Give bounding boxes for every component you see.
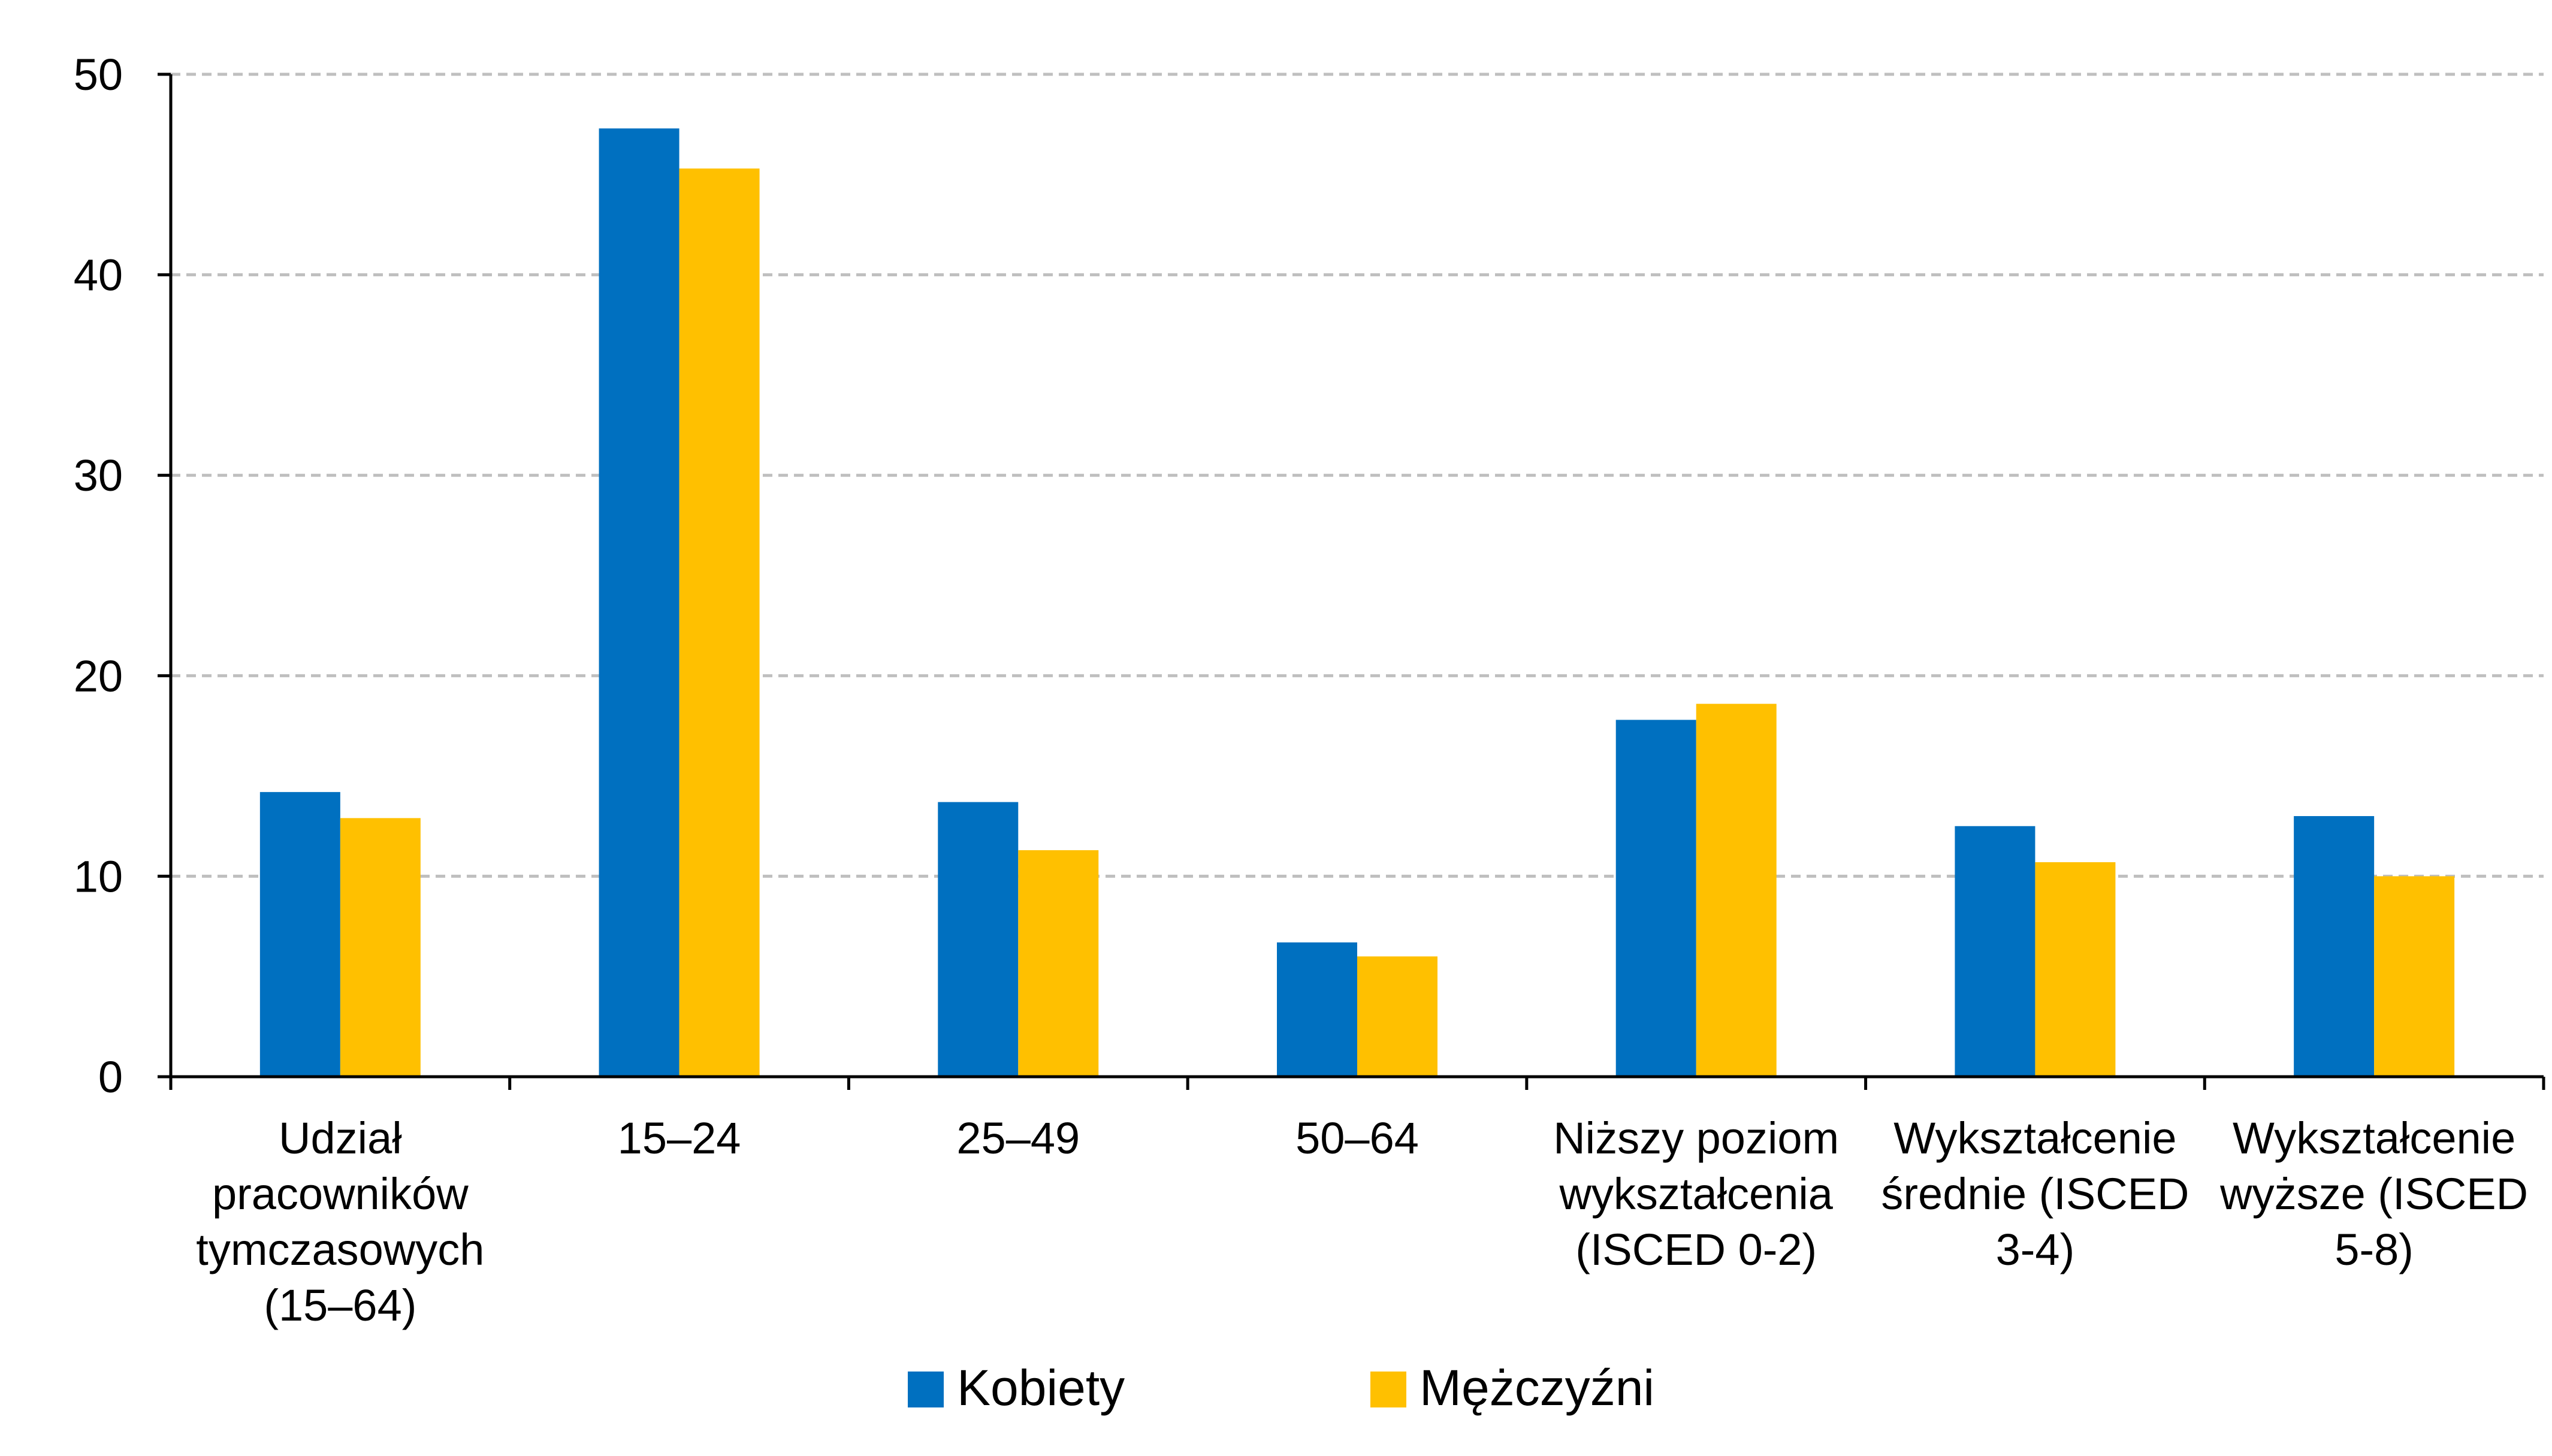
- x-category-label: Wykształcenie wyższe (ISCED 5-8): [2219, 1113, 2528, 1274]
- y-tick-label: 0: [98, 1052, 123, 1102]
- legend: Kobiety Mężczyźni: [908, 1360, 1654, 1416]
- bar-kobiety: [1615, 720, 1696, 1077]
- bars: [259, 128, 2455, 1077]
- legend-label: Mężczyźni: [1420, 1360, 1654, 1416]
- x-category-label: Niższy poziom wykształcenia (ISCED 0-2): [1553, 1113, 1839, 1274]
- bar-kobiety: [599, 128, 679, 1077]
- bar-mezczyzni: [1357, 956, 1437, 1077]
- y-tick-label: 40: [74, 250, 123, 300]
- legend-label: Kobiety: [957, 1360, 1125, 1416]
- x-category-label: Wykształcenie średnie (ISCED 3-4): [1881, 1113, 2189, 1274]
- legend-swatch: [1370, 1372, 1406, 1407]
- y-tick-label: 50: [74, 50, 123, 99]
- bar-kobiety: [2294, 816, 2375, 1077]
- bar-kobiety: [1955, 826, 2035, 1077]
- legend-swatch: [908, 1372, 944, 1407]
- bar-mezczyzni: [679, 168, 760, 1077]
- x-category-label: 50–64: [1295, 1113, 1419, 1163]
- y-tick-label: 30: [74, 451, 123, 500]
- x-category-label: 25–49: [956, 1113, 1080, 1163]
- bar-mezczyzni: [2035, 862, 2116, 1077]
- y-tick-label: 10: [74, 851, 123, 901]
- bar-kobiety: [1277, 942, 1357, 1077]
- gridlines: [171, 73, 2544, 878]
- axes: [158, 73, 2545, 1090]
- bar-mezczyzni: [1696, 703, 1777, 1077]
- bar-mezczyzni: [2374, 876, 2455, 1077]
- axis-labels: 0 10 20 30 40 50 Udział pracowników tymczasowych…: [74, 50, 2528, 1330]
- x-category-label: 15–24: [618, 1113, 741, 1163]
- bar-kobiety: [938, 802, 1019, 1077]
- x-category-label: Udział pracowników tymczasowych (15–64): [196, 1113, 484, 1330]
- bar-kobiety: [259, 792, 340, 1077]
- y-tick-label: 20: [74, 651, 123, 701]
- bar-mezczyzni: [1018, 850, 1099, 1077]
- bar-mezczyzni: [340, 818, 421, 1077]
